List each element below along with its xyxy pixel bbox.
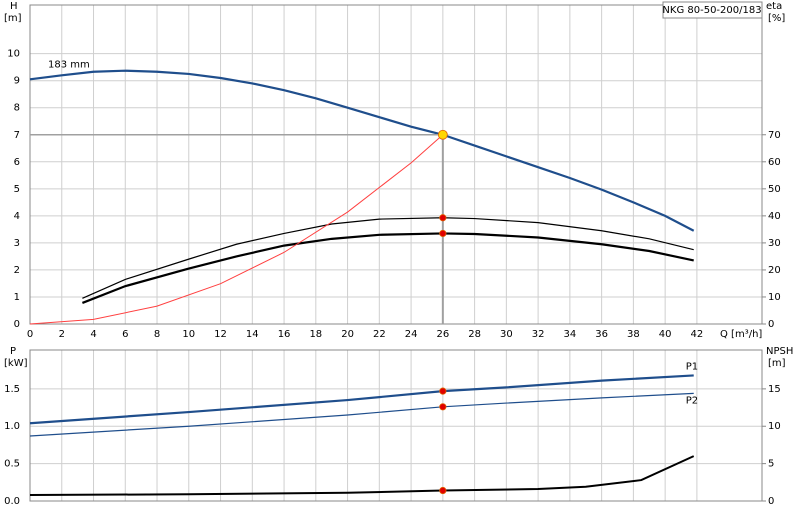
x-tick-label: 18 [309,329,322,340]
series-line [29,374,694,425]
y2-tick-label: 30 [768,238,781,249]
y2-tick-label: 20 [768,265,781,276]
y2-tick-label: 15 [768,384,781,395]
series-line [81,232,694,304]
x-tick-label: 0 [27,329,33,340]
series-label: 183 mm [48,59,90,70]
y-axis-unit: [m] [4,13,22,24]
y-tick-label: 0.5 [4,459,20,470]
x-tick-label: 42 [691,329,704,340]
y-tick-label: 2 [14,265,20,276]
point-dot [439,229,447,238]
y-axis-label: P [10,346,16,357]
y-tick-label: 10 [7,49,20,60]
y-tick-label: 6 [14,157,20,168]
y-tick-label: 0.0 [4,496,20,507]
y2-tick-label: 0 [768,319,774,330]
y-tick-label: 9 [14,76,20,87]
y-tick-label: 1.0 [4,421,20,432]
y2-axis-unit: [%] [768,13,785,24]
plot-frame [29,349,763,502]
y2-tick-label: 10 [768,421,781,432]
x-tick-label: 38 [627,329,640,340]
y2-tick-label: 40 [768,211,781,222]
x-tick-label: 40 [659,329,672,340]
x-tick-label: 20 [341,329,354,340]
x-tick-label: 22 [373,329,386,340]
y-tick-label: 4 [14,211,20,222]
point-dot [437,129,448,140]
series-line [29,455,695,497]
x-tick-label: 28 [468,329,481,340]
series-line [29,69,695,232]
y2-tick-label: 50 [768,184,781,195]
x-tick-label: 12 [214,329,227,340]
y-tick-label: 0 [14,319,20,330]
y2-axis-label: NPSH [766,346,793,357]
y2-axis-unit: [m] [768,358,786,369]
point-dot [439,486,447,495]
x-tick-label: 36 [595,329,608,340]
plot-frame [29,4,763,325]
y-tick-label: 1 [14,292,20,303]
y-axis-label: H [10,1,18,12]
x-tick-label: 34 [564,329,577,340]
series-label: P2 [686,395,698,406]
title-box [662,1,763,19]
y-tick-label: 3 [14,238,20,249]
x-tick-label: 4 [90,329,96,340]
x-tick-label: 6 [122,329,128,340]
point-dot [439,403,447,411]
y-tick-label: 8 [14,103,20,114]
y-axis-unit: [kW] [4,358,28,369]
y-tick-label: 5 [14,184,20,195]
x-tick-label: 16 [278,329,291,340]
y2-tick-label: 0 [768,496,774,507]
series-line [82,217,694,299]
point-dot [439,214,447,222]
y2-tick-label: 5 [768,459,774,470]
y-tick-label: 7 [14,130,20,141]
x-axis-label: Q [m³/h] [720,329,762,340]
y2-axis-label: eta [766,1,782,12]
y-tick-label: 1.5 [4,384,20,395]
y2-tick-label: 10 [768,292,781,303]
series-label: P1 [686,361,698,372]
y2-tick-label: 60 [768,157,781,168]
x-tick-label: 24 [405,329,418,340]
x-tick-label: 30 [500,329,513,340]
x-tick-label: 14 [246,329,259,340]
x-tick-label: 26 [436,329,449,340]
x-tick-label: 8 [154,329,160,340]
point-dot [439,387,447,395]
y2-tick-label: 70 [768,130,781,141]
x-tick-label: 10 [182,329,195,340]
x-tick-label: 2 [59,329,65,340]
chart-title: NKG 80-50-200/183 [662,5,761,16]
x-tick-label: 32 [532,329,545,340]
series-line [29,134,444,325]
